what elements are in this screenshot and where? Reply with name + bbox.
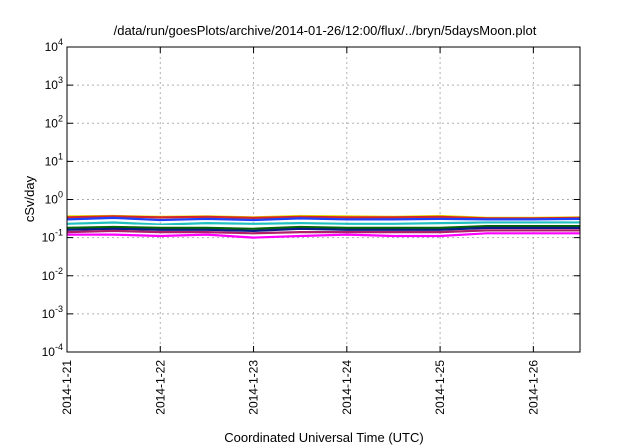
y-tick-label: 104 — [45, 37, 63, 54]
series-line — [66, 226, 580, 233]
y-tick-label: 10-4 — [42, 342, 63, 359]
series-group — [66, 214, 581, 239]
x-tick-label: 2014-1-22 — [153, 360, 167, 415]
x-tick-label: 2014-1-24 — [340, 360, 354, 415]
grid — [67, 47, 580, 352]
y-tick-label: 101 — [45, 151, 63, 168]
y-tick-label: 10-1 — [42, 228, 63, 245]
series-line — [67, 232, 580, 239]
series-line — [66, 225, 580, 230]
series-line — [66, 221, 580, 226]
y-axis-label: cSv/day — [22, 175, 37, 222]
x-axis-label: Coordinated Universal Time (UTC) — [224, 430, 423, 445]
x-tick-label: 2014-1-26 — [526, 360, 540, 415]
y-tick-label: 10-2 — [42, 266, 63, 283]
y-tick-label: 10-3 — [42, 304, 63, 321]
y-axis-ticks: 10-4 10-3 10-2 10-1 100 101 102 103 104 — [42, 37, 580, 359]
y-tick-label: 100 — [45, 190, 63, 207]
x-tick-label: 2014-1-23 — [247, 360, 261, 415]
chart-title: /data/run/goesPlots/archive/2014-01-26/1… — [114, 23, 537, 38]
y-tick-label: 102 — [45, 113, 63, 130]
series-line — [66, 216, 581, 222]
x-tick-label: 2014-1-25 — [433, 360, 447, 415]
series-line — [66, 229, 580, 235]
x-tick-label: 2014-1-21 — [60, 360, 74, 415]
series-line — [66, 223, 580, 229]
x-axis-ticks: 2014-1-21 2014-1-22 2014-1-23 2014-1-24 2014… — [60, 47, 540, 415]
y-tick-label: 103 — [45, 75, 63, 92]
